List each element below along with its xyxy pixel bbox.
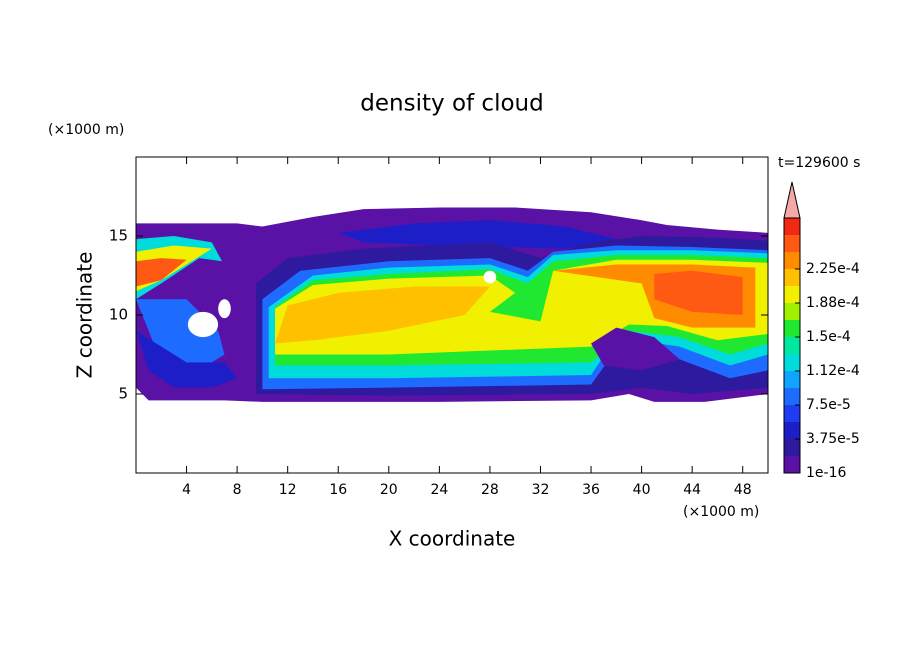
- contour-band: [338, 220, 617, 249]
- colorbar-frame: [783, 217, 801, 474]
- colorbar-label: 1.88e-4: [806, 295, 860, 311]
- colorbar-band: [784, 337, 800, 354]
- x-tick-label: 40: [633, 482, 651, 498]
- time-annotation: t=129600 s: [778, 155, 860, 171]
- colorbar-label: 2.25e-4: [806, 261, 860, 277]
- colorbar-band: [784, 320, 800, 337]
- colorbar-label: 1.5e-4: [806, 329, 851, 345]
- x-tick-label: 4: [182, 482, 191, 498]
- cloud-gap: [218, 299, 231, 319]
- colorbar-band: [784, 252, 800, 269]
- x-tick-label: 8: [233, 482, 242, 498]
- colorbar-band: [784, 405, 800, 422]
- contour-band: [591, 327, 680, 371]
- y-axis-label: Z coordinate: [73, 252, 97, 379]
- y-tick-label: 10: [109, 306, 128, 324]
- colorbar-band: [784, 371, 800, 388]
- x-tick-label: 36: [582, 482, 600, 498]
- contour-field: [136, 207, 768, 402]
- colorbar-band: [784, 456, 800, 473]
- x-tick-label: 48: [734, 482, 752, 498]
- colorbar-band: [784, 269, 800, 286]
- x-tick-label: 32: [532, 482, 550, 498]
- x-tick-label: 12: [279, 482, 297, 498]
- y-tick-label: 15: [109, 227, 128, 245]
- y-tick-label: 5: [118, 385, 128, 403]
- colorbar-label: 3.75e-5: [806, 431, 860, 447]
- colorbar-band: [784, 354, 800, 371]
- cloud-gap: [187, 311, 219, 338]
- x-tick-label: 16: [329, 482, 347, 498]
- colorbar-extend: [783, 181, 801, 219]
- colorbar-band: [784, 439, 800, 456]
- colorbar-band: [784, 303, 800, 320]
- colorbar-band: [784, 388, 800, 405]
- contour-band: [136, 330, 238, 388]
- x-tick-label: 20: [380, 482, 398, 498]
- colorbar-label: 1e-16: [806, 465, 846, 481]
- cloud-gap: [483, 270, 497, 284]
- colorbar-band: [784, 218, 800, 235]
- colorbar-band: [784, 422, 800, 439]
- y-unit: (×1000 m): [48, 122, 124, 138]
- x-axis-label: X coordinate: [389, 527, 516, 551]
- x-tick-label: 24: [430, 482, 448, 498]
- x-tick-label: 28: [481, 482, 499, 498]
- x-tick-label: 44: [683, 482, 701, 498]
- contour-band: [654, 270, 743, 315]
- colorbar-label: 1.12e-4: [806, 363, 860, 379]
- contour-band: [275, 286, 490, 344]
- chart-title: density of cloud: [360, 91, 543, 117]
- colorbar-band: [784, 286, 800, 303]
- colorbar-label: 7.5e-5: [806, 397, 851, 413]
- contour-band: [136, 258, 187, 287]
- colorbar-band: [784, 235, 800, 252]
- x-unit: (×1000 m): [683, 504, 759, 520]
